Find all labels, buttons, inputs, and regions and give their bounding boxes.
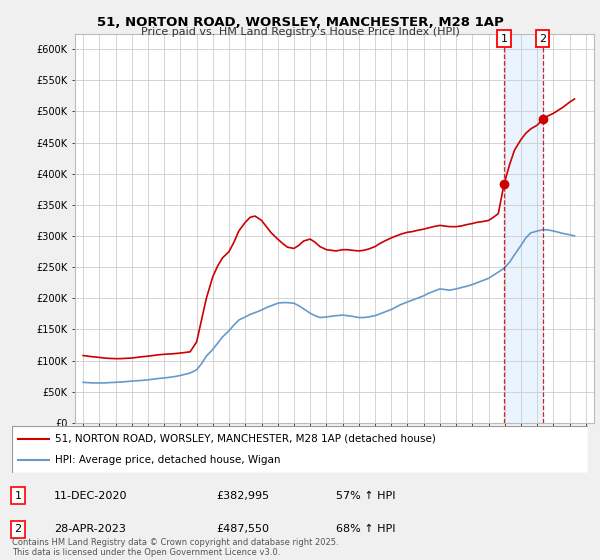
FancyBboxPatch shape <box>12 426 588 473</box>
Text: 28-APR-2023: 28-APR-2023 <box>54 524 126 534</box>
Text: HPI: Average price, detached house, Wigan: HPI: Average price, detached house, Wiga… <box>55 455 281 465</box>
Text: 2: 2 <box>14 524 22 534</box>
Text: 1: 1 <box>500 34 508 44</box>
Text: 2: 2 <box>539 34 546 44</box>
Text: 57% ↑ HPI: 57% ↑ HPI <box>336 491 395 501</box>
Text: Price paid vs. HM Land Registry's House Price Index (HPI): Price paid vs. HM Land Registry's House … <box>140 27 460 37</box>
Text: 1: 1 <box>14 491 22 501</box>
Text: £487,550: £487,550 <box>216 524 269 534</box>
Bar <box>504 34 542 423</box>
Text: 68% ↑ HPI: 68% ↑ HPI <box>336 524 395 534</box>
Text: 11-DEC-2020: 11-DEC-2020 <box>54 491 128 501</box>
Text: 51, NORTON ROAD, WORSLEY, MANCHESTER, M28 1AP: 51, NORTON ROAD, WORSLEY, MANCHESTER, M2… <box>97 16 503 29</box>
Text: 51, NORTON ROAD, WORSLEY, MANCHESTER, M28 1AP (detached house): 51, NORTON ROAD, WORSLEY, MANCHESTER, M2… <box>55 434 436 444</box>
Text: Contains HM Land Registry data © Crown copyright and database right 2025.
This d: Contains HM Land Registry data © Crown c… <box>12 538 338 557</box>
Text: £382,995: £382,995 <box>216 491 269 501</box>
